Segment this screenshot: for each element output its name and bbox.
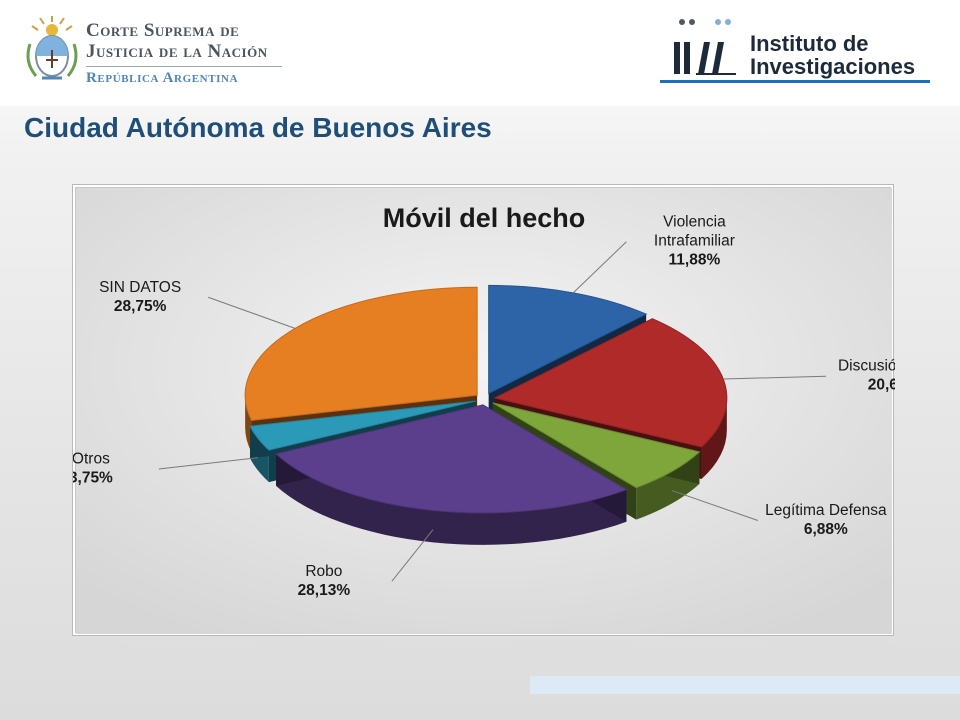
- pie-chart: Móvil del hecho Violencia Intrafamiliar 11…: [73, 188, 895, 634]
- csj-line1: Corte Suprema de: [86, 20, 240, 41]
- pie-slice-top: [275, 404, 628, 514]
- pie-slice-side: [276, 453, 627, 545]
- csj-name: Corte Suprema de Justicia de la Nación: [86, 20, 268, 62]
- slice-value: 28,75%: [114, 298, 167, 315]
- slice-name: Otros: [73, 451, 110, 468]
- slice-name: SIN DATOS: [99, 279, 181, 296]
- labels-layer: Violencia Intrafamiliar 11,88% Discusión / …: [73, 214, 895, 599]
- chart-title: Móvil del hecho: [383, 203, 586, 233]
- slice-value: 6,88%: [804, 521, 848, 538]
- leader-line-4: [391, 529, 434, 582]
- slice-name: Violencia: [663, 214, 726, 231]
- ii-line2: Investigaciones: [750, 54, 916, 79]
- slices-layer: [244, 284, 728, 545]
- leader-line-5: [158, 457, 258, 470]
- leader-line-1: [572, 241, 627, 294]
- pie-slice-top: [493, 318, 728, 448]
- pie-slice-side: [701, 397, 727, 479]
- leader-line-3: [671, 490, 759, 521]
- page-title: Ciudad Autónoma de Buenos Aires: [24, 112, 492, 143]
- slice-name: Discusión / Riña: [838, 358, 895, 375]
- slice-value: 3,75%: [73, 470, 113, 487]
- argentina-coat-of-arms-icon: [26, 16, 78, 80]
- slice-value: 20,63%: [868, 377, 895, 394]
- ii-name: Instituto de Investigaciones: [750, 32, 915, 78]
- slice-name: Intrafamiliar: [654, 233, 735, 250]
- slice-name: Robo: [305, 563, 342, 580]
- leader-line-2: [723, 375, 827, 380]
- csj-country: República Argentina: [86, 70, 239, 86]
- header: Corte Suprema de Justicia de la Nación R…: [0, 0, 960, 106]
- slice-value: 28,13%: [298, 582, 351, 599]
- instituto-investigaciones-logo-icon: [674, 19, 736, 75]
- pie-slice-cut: [250, 401, 476, 459]
- pie-slice-top: [488, 284, 648, 395]
- leader-line-6: [207, 296, 296, 329]
- slice-label-2: Discusión / Riña 20,63%: [838, 358, 895, 394]
- slice-label-6: SIN DATOS 28,75%: [99, 279, 181, 315]
- slice-label-5: Otros 3,75%: [73, 451, 113, 487]
- pie-slice-top: [244, 286, 478, 421]
- ii-underline: [660, 80, 930, 83]
- slice-label-3: Legítima Defensa 6,88%: [765, 502, 887, 538]
- pie-slice-4: [275, 404, 628, 545]
- csj-divider: [86, 66, 282, 67]
- pie-slice-top: [492, 402, 701, 489]
- slice-name: Legítima Defensa: [765, 502, 887, 519]
- ii-line1: Instituto de: [750, 31, 869, 56]
- pie-slice-top: [249, 400, 476, 451]
- chart-panel: Móvil del hecho Violencia Intrafamiliar 11…: [72, 184, 895, 636]
- slice-label-1: Violencia Intrafamiliar 11,88%: [654, 214, 735, 269]
- footer-bar: [530, 676, 960, 694]
- csj-line2: Justicia de la Nación: [86, 41, 268, 62]
- slice-label-4: Robo 28,13%: [298, 563, 351, 599]
- slice-value: 11,88%: [669, 252, 721, 269]
